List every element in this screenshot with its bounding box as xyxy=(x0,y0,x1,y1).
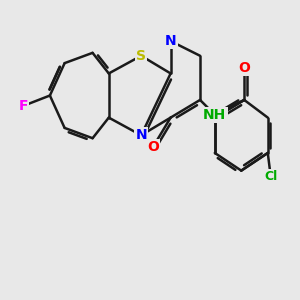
Text: N: N xyxy=(165,34,176,48)
Text: F: F xyxy=(19,99,28,113)
Text: S: S xyxy=(136,49,146,63)
Text: N: N xyxy=(135,128,147,142)
Text: Cl: Cl xyxy=(264,170,277,183)
Text: O: O xyxy=(238,61,250,75)
Text: NH: NH xyxy=(203,108,226,122)
Text: O: O xyxy=(147,140,159,154)
